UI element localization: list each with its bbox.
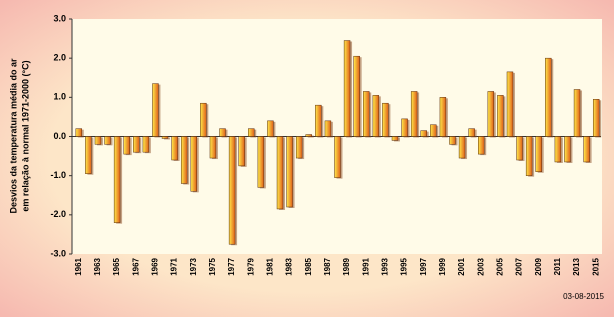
bar: [248, 128, 255, 137]
bar: [104, 136, 111, 145]
bar: [353, 55, 360, 137]
bar: [257, 136, 265, 188]
bar: [420, 130, 427, 137]
bar: [238, 136, 245, 167]
x-tick-label: 1977: [227, 257, 236, 275]
bar: [516, 136, 523, 161]
bar: [478, 136, 485, 155]
y-tick-label: 2.0: [53, 53, 66, 63]
bar: [152, 83, 159, 137]
x-tick-label: 1997: [419, 257, 428, 275]
bar: [487, 91, 495, 137]
x-tick-label: 1995: [400, 257, 409, 275]
bar: [209, 136, 217, 159]
x-tick-label: 2013: [572, 257, 581, 275]
bar: [161, 136, 169, 139]
x-tick-label: 2003: [476, 257, 485, 275]
bar: [171, 136, 178, 161]
x-tick-label: 1985: [304, 257, 313, 275]
x-tick-label: 2011: [553, 257, 562, 275]
bar: [592, 99, 600, 137]
bar: [545, 57, 552, 137]
x-tick-label: 1975: [208, 257, 217, 275]
bar: [123, 136, 130, 155]
y-tick-label: 3.0: [53, 13, 66, 23]
x-tick-label: 1999: [438, 257, 447, 275]
bar: [372, 95, 380, 137]
bar: [180, 136, 188, 184]
bar: [305, 134, 312, 137]
y-tick-label: 0.0: [53, 131, 66, 141]
bar: [525, 136, 533, 176]
x-tick-label: 2009: [534, 257, 543, 275]
bar: [497, 95, 504, 137]
bar: [200, 102, 207, 137]
bar: [133, 136, 140, 153]
bar: [391, 136, 399, 141]
bar: [439, 97, 447, 137]
y-tick-label: -2.0: [50, 209, 66, 219]
bar: [410, 91, 418, 137]
x-tick-label: 1979: [246, 257, 255, 275]
x-tick-label: 1971: [170, 257, 179, 275]
bar: [343, 40, 351, 137]
bar: [228, 136, 236, 245]
x-tick-label: 1983: [285, 257, 294, 275]
bar: [94, 136, 102, 145]
bar: [363, 91, 370, 137]
x-tick-label: 2007: [515, 257, 524, 275]
bar: [75, 128, 83, 137]
y-tick-label: -1.0: [50, 170, 66, 180]
bar: [449, 136, 456, 145]
bar: [468, 128, 475, 137]
bar: [535, 136, 542, 172]
bar: [324, 120, 332, 137]
y-tick-label: 1.0: [53, 92, 66, 102]
bar: [564, 136, 571, 163]
bar: [219, 128, 226, 137]
x-tick-label: 2015: [591, 257, 600, 275]
x-tick-label: 2005: [496, 257, 505, 275]
x-tick-label: 1989: [342, 257, 351, 275]
bar: [315, 104, 322, 137]
bar: [334, 136, 341, 178]
bar: [382, 102, 389, 137]
y-tick-label: -3.0: [50, 248, 66, 258]
x-tick-label: 1981: [266, 257, 275, 275]
x-tick-label: 1961: [74, 257, 83, 275]
y-axis-label: em relação à normal 1971-2000 (°C): [20, 60, 30, 211]
x-tick-label: 1965: [112, 257, 121, 275]
x-tick-label: 1963: [93, 257, 102, 275]
bar: [267, 120, 274, 137]
bar: [506, 71, 514, 137]
bar: [190, 136, 197, 192]
bar: [286, 136, 293, 208]
y-axis-label: Desvios da temperatura média do ar: [8, 58, 18, 214]
bar: [573, 89, 581, 137]
bar: [142, 136, 150, 153]
x-tick-label: 2001: [457, 257, 466, 275]
x-tick-label: 1969: [151, 257, 160, 275]
bar: [554, 136, 562, 163]
bar: [85, 136, 92, 174]
bar: [430, 124, 437, 137]
x-tick-label: 1993: [381, 257, 390, 275]
bar: [295, 136, 303, 159]
bar: [458, 136, 466, 159]
bar: [113, 136, 121, 223]
x-tick-label: 1991: [361, 257, 370, 275]
x-tick-label: 1973: [189, 257, 198, 275]
x-tick-label: 1987: [323, 257, 332, 275]
bar: [276, 136, 284, 210]
x-tick-label: 1967: [131, 257, 140, 275]
bar: [583, 136, 590, 163]
bar: [401, 118, 408, 137]
annotation: 03-08-2015: [563, 292, 604, 301]
